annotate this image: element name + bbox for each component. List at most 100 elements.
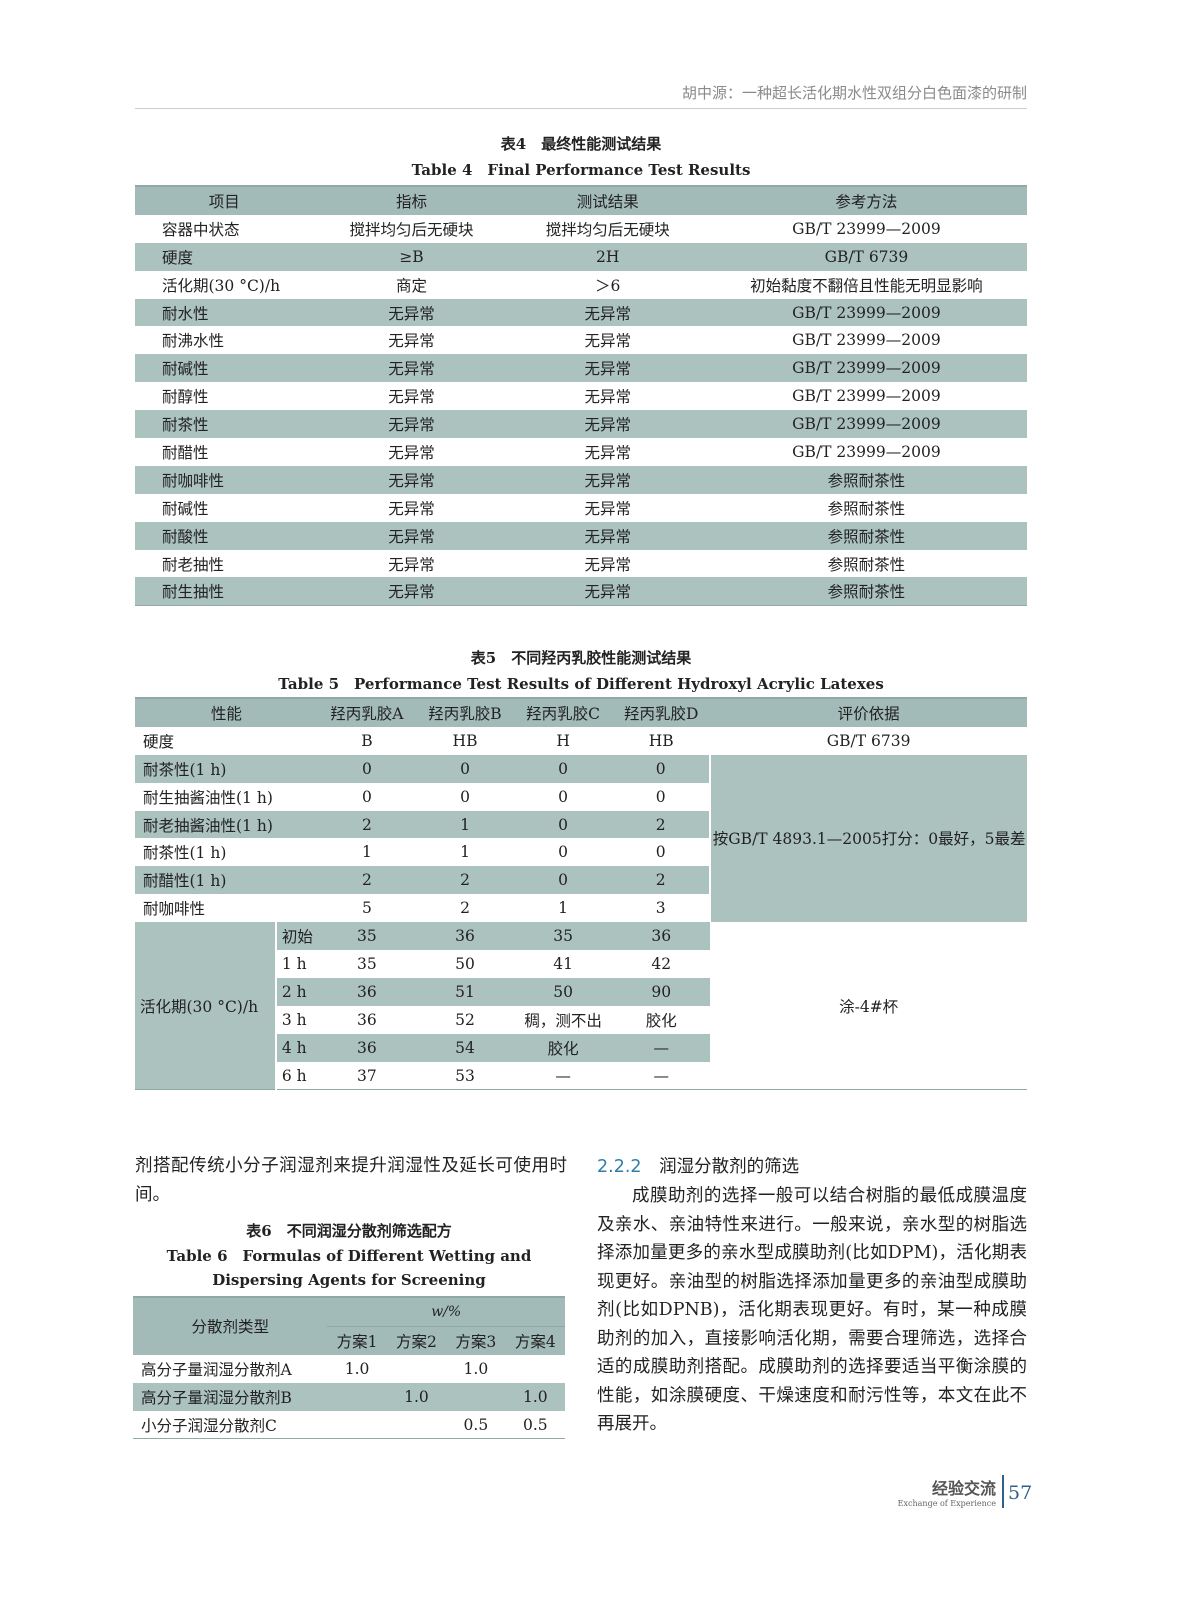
table-cell: 无异常	[509, 577, 706, 606]
table-cell: 0	[317, 754, 416, 783]
footer-brand: 经验交流 Exchange of Experience	[880, 1475, 1004, 1508]
table-cell: 羟丙乳胶D	[612, 698, 711, 727]
table-row: 耐茶性(1 h) 1 1 0 0	[135, 838, 1027, 866]
table-cell: 50	[455, 954, 475, 973]
table-cell: 参照耐茶性	[705, 465, 1027, 494]
table-row: 耐茶性 无异常 无异常 GB/T 23999—2009	[135, 410, 1027, 439]
table-row: 硬度 B HB H HB GB/T 6739	[135, 727, 1027, 755]
table-cell: 耐咖啡性	[135, 465, 314, 494]
table-cell: 0	[514, 866, 613, 895]
table-cell: 搅拌均匀后无硬块	[545, 220, 670, 239]
table-cell: 活化期(30 °C)/h	[162, 276, 281, 295]
table-cell: GB/T 23999—2009	[705, 354, 1027, 383]
table-cell: GB/T 23999—2009	[792, 387, 941, 406]
table-cell: 无异常	[388, 555, 435, 574]
table-cell: 36	[317, 1033, 416, 1062]
table-cell: HB	[452, 731, 478, 750]
table-cell: 90	[612, 977, 711, 1006]
table-cell: 35	[357, 954, 377, 973]
table-cell: 羟丙乳胶B	[415, 698, 515, 727]
table-cell: 1	[558, 899, 569, 918]
table-cell: w/%	[327, 1297, 565, 1327]
table-cell: 无异常	[313, 410, 510, 439]
table-row: 耐醋性(1 h) 2 2 0 2	[135, 866, 1027, 895]
table-cell: 36	[612, 922, 711, 951]
table-cell: 硬度	[135, 242, 314, 271]
table-cell: 2	[317, 866, 416, 895]
table-cell: 初始黏度不翻倍且性能无明显影响	[750, 276, 983, 295]
table-cell: 4 h	[275, 1033, 318, 1062]
table-cell: 2	[415, 866, 515, 895]
table6-block: 表6 不同润湿分散剂筛选配方 Table 6 Formulas of Diffe…	[133, 1218, 565, 1440]
table-cell: 无异常	[509, 354, 706, 383]
table-cell: 耐咖啡性	[143, 900, 206, 919]
table-cell: 2H	[509, 242, 706, 271]
table-cell: 0	[415, 754, 515, 783]
table-cell: 无异常	[313, 354, 510, 383]
table5: 性能 羟丙乳胶A 羟丙乳胶B 羟丙乳胶C 羟丙乳胶D 评价依据 硬度 B HB H HB GB/T 6…	[135, 697, 1027, 1091]
table-cell: 按GB/T 4893.1—2005打分：0最好，5最差	[709, 754, 1027, 923]
table-row: 耐生抽性 无异常 无异常 参照耐茶性	[135, 577, 1027, 606]
footer-column-cn: 经验交流	[931, 1479, 996, 1498]
table6-caption-en: Table 6 Formulas of Different Wetting an…	[166, 1247, 532, 1289]
table-cell: 参照耐茶性	[705, 521, 1027, 550]
table-header-row: 分散剂类型 w/%	[133, 1297, 565, 1355]
table-cell: 耐生抽酱油性(1 h)	[143, 788, 273, 807]
table-cell: —	[653, 1066, 669, 1085]
table-cell: 1.0	[505, 1382, 565, 1411]
table-row: 活化期(30 °C)/h 商定 ＞6 初始黏度不翻倍且性能无明显影响	[135, 271, 1027, 299]
table-row: 4 h 36 54 胶化 —	[135, 1033, 1027, 1062]
table-cell: 52	[455, 1010, 475, 1029]
section-title: 润湿分散剂的筛选	[659, 1157, 800, 1177]
table4-block: 表4 最终性能测试结果 Table 4 Final Performance Te…	[135, 131, 1027, 607]
table-cell: 性能	[135, 698, 318, 727]
table-cell: 0	[655, 787, 666, 806]
table-cell: 耐醋性(1 h)	[135, 866, 318, 895]
table-cell: 3	[655, 899, 666, 918]
table-cell: 项目	[135, 186, 314, 215]
table-cell: 0.5	[522, 1415, 548, 1434]
table-cell: GB/T 23999—2009	[792, 331, 941, 350]
table-cell: 0	[655, 843, 666, 862]
table-cell: 耐醋性	[162, 443, 209, 462]
table-row: 2 h 36 51 50 90	[135, 977, 1027, 1006]
table-cell: 无异常	[584, 443, 631, 462]
table6: 分散剂类型 w/% 方案1 方案2 方案3 方案4 高分子量润湿分散剂A 1.0 1.0 高分子量…	[133, 1296, 565, 1440]
table-cell: GB/T 23999—2009	[792, 219, 941, 238]
table-cell: 2	[612, 866, 711, 895]
table-cell: 参照耐茶性	[705, 577, 1027, 606]
page-number: 57	[1008, 1482, 1033, 1504]
table-row: 耐醋性 无异常 无异常 GB/T 23999—2009	[135, 438, 1027, 466]
table-cell: —	[555, 1066, 571, 1085]
table4: 项目 指标 测试结果 参考方法 容器中状态 搅拌均匀后无硬块 搅拌均匀后无硬块 GB/T 23…	[135, 185, 1027, 607]
table-cell: 耐茶性(1 h)	[143, 844, 227, 863]
table-cell: 5	[361, 899, 372, 918]
table-cell: 耐酸性	[135, 521, 314, 550]
table-cell	[506, 1355, 565, 1383]
table-cell: 51	[415, 977, 515, 1006]
section-heading: 2.2.2 润湿分散剂的筛选	[597, 1153, 1027, 1181]
table-cell: 活化期(30 °C)/h	[135, 922, 277, 1090]
table-cell: 参考方法	[705, 186, 1027, 215]
table-cell: 胶化	[514, 1033, 613, 1062]
table-cell: 参照耐茶性	[827, 499, 906, 518]
table-cell: 1	[361, 843, 372, 862]
table-cell: 0	[612, 754, 711, 783]
table-cell: 分散剂类型	[133, 1297, 328, 1355]
table-cell: B	[361, 731, 373, 750]
table-cell: 无异常	[388, 388, 435, 407]
table-cell: 2	[317, 810, 416, 839]
table-cell: GB/T 6739	[705, 242, 1027, 271]
table-cell: 0	[514, 754, 613, 783]
table-row: 硬度 ≥B 2H GB/T 6739	[135, 242, 1027, 271]
table-header-row: 项目 指标 测试结果 参考方法	[135, 186, 1027, 215]
table-cell: HB	[648, 731, 674, 750]
table-cell: 耐沸水性	[162, 332, 225, 351]
table-cell: 0.5	[463, 1415, 489, 1434]
table-cell: 无异常	[584, 332, 631, 351]
table-cell: 耐碱性	[135, 354, 314, 383]
table-cell: 无异常	[388, 443, 435, 462]
table-cell: 涂-4#杯	[839, 997, 899, 1016]
table-cell: 36	[357, 1010, 377, 1029]
